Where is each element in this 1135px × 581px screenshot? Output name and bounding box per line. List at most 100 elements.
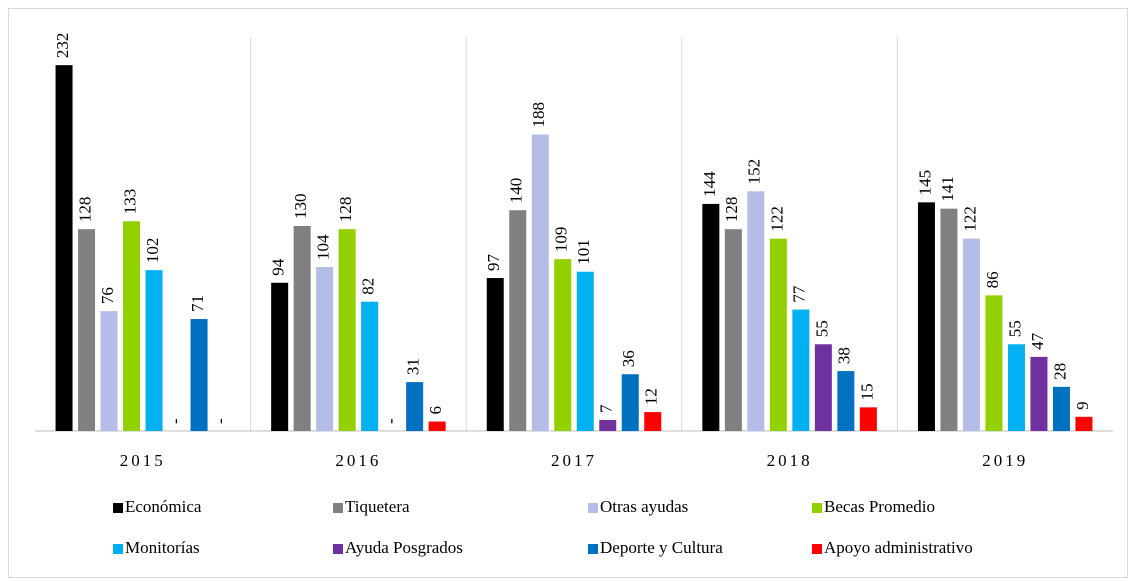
data-label: 109 — [552, 227, 571, 253]
data-label: 102 — [143, 238, 162, 264]
data-label: 130 — [291, 194, 310, 220]
bar — [293, 226, 311, 431]
bar — [428, 421, 446, 431]
x-tick-label: 2015 — [120, 451, 166, 470]
legend-swatch — [588, 544, 598, 554]
x-tick-label: 2018 — [767, 451, 813, 470]
bar — [55, 65, 73, 432]
bar — [271, 282, 289, 431]
chart-border — [8, 8, 1128, 578]
data-label: 12 — [642, 388, 661, 405]
legend-label: Otras ayudas — [600, 497, 688, 516]
data-label: 55 — [812, 320, 831, 337]
data-label: 133 — [120, 189, 139, 215]
bar — [837, 371, 855, 431]
legend-label: Becas Promedio — [824, 497, 935, 516]
bar — [621, 374, 639, 431]
bar — [1075, 416, 1093, 431]
bar — [361, 301, 379, 431]
data-label: 104 — [314, 234, 333, 260]
legend-swatch — [113, 544, 123, 554]
bar — [644, 412, 662, 431]
data-label: 122 — [767, 206, 786, 232]
data-label: 152 — [745, 159, 764, 185]
legend-label: Monitorías — [125, 538, 200, 557]
data-label: 82 — [359, 278, 378, 295]
legend-swatch — [812, 503, 822, 513]
bar — [1007, 344, 1025, 431]
data-label: - — [210, 418, 229, 424]
bar — [145, 270, 163, 431]
data-label: 128 — [75, 197, 94, 223]
bar — [509, 210, 527, 431]
bar — [190, 319, 208, 431]
bar — [940, 208, 958, 431]
x-tick-label: 2019 — [982, 451, 1028, 470]
bar — [599, 419, 617, 431]
bar — [724, 229, 742, 431]
data-label: 145 — [915, 170, 934, 196]
data-label: - — [165, 418, 184, 424]
data-label: 15 — [857, 383, 876, 400]
data-label: 71 — [188, 295, 207, 312]
data-label: 55 — [1005, 320, 1024, 337]
bar — [702, 203, 720, 431]
data-label: 141 — [938, 176, 957, 202]
bar — [486, 278, 504, 431]
bar — [917, 202, 935, 431]
data-label: 188 — [529, 102, 548, 128]
data-label: 76 — [98, 287, 117, 304]
bar — [406, 382, 424, 431]
bar — [576, 271, 594, 431]
legend-swatch — [333, 503, 343, 513]
data-label: 97 — [484, 254, 503, 272]
legend-swatch — [333, 544, 343, 554]
bar — [985, 295, 1003, 431]
data-label: 128 — [336, 197, 355, 223]
data-label: 232 — [53, 33, 72, 59]
data-label: 86 — [983, 271, 1002, 288]
data-label: 6 — [426, 406, 445, 415]
data-label: 47 — [1028, 332, 1047, 350]
data-label: 31 — [404, 358, 423, 375]
bar — [1052, 386, 1070, 431]
bar — [769, 238, 787, 431]
bar — [747, 191, 765, 431]
legend-label: Tiquetera — [345, 497, 410, 516]
data-label: 144 — [700, 171, 719, 197]
legend-label: Apoyo administrativo — [824, 538, 973, 557]
legend-swatch — [588, 503, 598, 513]
bar — [123, 221, 141, 431]
data-label: - — [381, 418, 400, 424]
legend-label: Deporte y Cultura — [600, 538, 723, 557]
bar — [1030, 356, 1048, 431]
bar — [962, 238, 980, 431]
data-label: 122 — [960, 206, 979, 232]
bar — [531, 134, 549, 432]
data-label: 36 — [619, 350, 638, 367]
bar — [814, 344, 832, 431]
data-label: 128 — [722, 197, 741, 223]
bar — [554, 259, 572, 431]
bar — [316, 267, 334, 431]
x-tick-label: 2017 — [551, 451, 597, 470]
legend-label: Ayuda Posgrados — [345, 538, 463, 557]
bar — [792, 309, 810, 431]
data-label: 7 — [597, 404, 616, 413]
data-label: 38 — [835, 347, 854, 364]
bar — [78, 229, 96, 431]
bar — [859, 407, 877, 431]
data-label: 101 — [574, 239, 593, 265]
data-label: 77 — [790, 285, 809, 303]
data-label: 9 — [1073, 401, 1092, 410]
bar — [338, 229, 356, 431]
data-label: 94 — [269, 258, 288, 276]
x-tick-label: 2016 — [335, 451, 381, 470]
legend-label: Económica — [125, 497, 202, 516]
data-label: 140 — [507, 178, 526, 204]
data-label: 28 — [1050, 363, 1069, 380]
legend-swatch — [113, 503, 123, 513]
legend-swatch — [812, 544, 822, 554]
